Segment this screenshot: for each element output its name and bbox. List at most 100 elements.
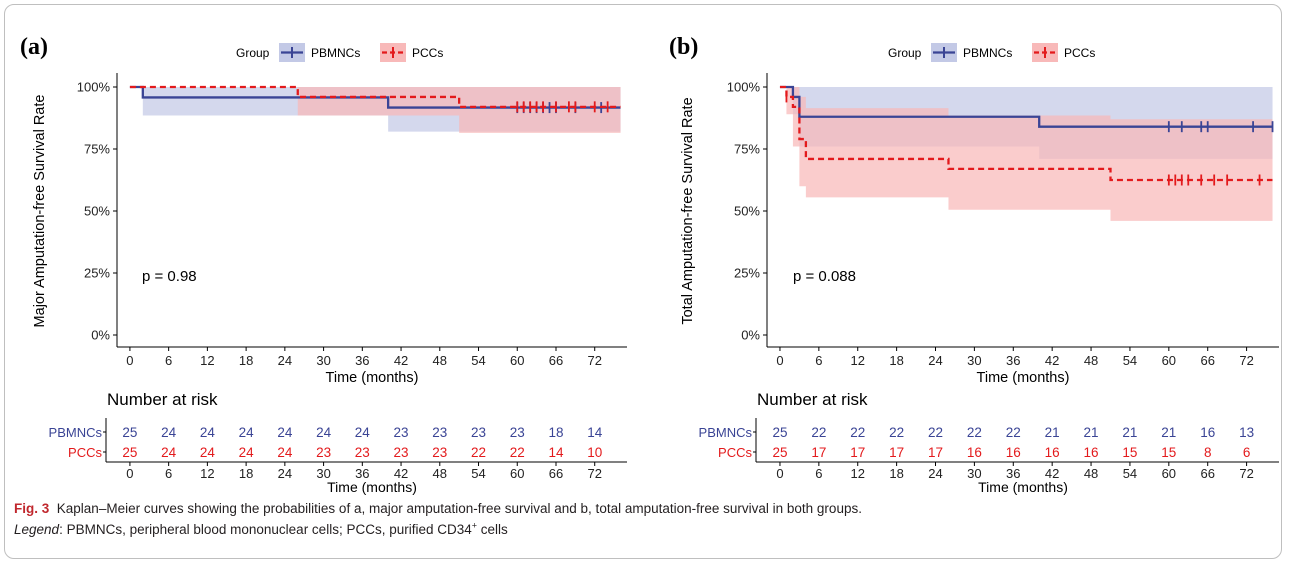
figure-caption: Fig. 3 Kaplan–Meier curves showing the p… xyxy=(14,498,1274,540)
risk-count-pccs: 17 xyxy=(811,445,826,460)
x-tick-label: 6 xyxy=(815,353,822,368)
x-tick-label: 12 xyxy=(850,353,864,368)
risk-x-tick-label: 24 xyxy=(928,466,942,481)
x-tick-label: 42 xyxy=(1045,353,1059,368)
risk-count-pbmncs: 24 xyxy=(316,425,332,440)
y-axis-label: Total Amputation-free Survival Rate xyxy=(680,97,696,324)
x-tick-label: 48 xyxy=(1084,353,1098,368)
risk-x-tick-label: 66 xyxy=(549,466,563,481)
ci-band-pccs xyxy=(779,87,1273,221)
caption-text: Kaplan–Meier curves showing the probabil… xyxy=(56,501,862,516)
risk-x-tick-label: 48 xyxy=(1084,466,1098,481)
x-tick-label: 30 xyxy=(316,353,330,368)
legend-title: Group xyxy=(236,46,270,60)
risk-x-tick-label: 36 xyxy=(1006,466,1020,481)
risk-x-axis-label: Time (months) xyxy=(978,479,1068,495)
risk-table-title: Number at risk xyxy=(107,390,218,409)
x-tick-label: 12 xyxy=(200,353,214,368)
risk-x-tick-label: 48 xyxy=(433,466,447,481)
risk-count-pccs: 16 xyxy=(1006,445,1021,460)
risk-count-pccs: 23 xyxy=(432,445,447,460)
survival-curve-pbmncs xyxy=(779,85,1273,128)
caption-legend-tail: cells xyxy=(477,522,508,537)
risk-row-label-pbmncs: PBMNCs xyxy=(49,425,103,440)
y-tick-label: 50% xyxy=(734,204,760,219)
risk-count-pccs: 15 xyxy=(1122,445,1137,460)
ci-band-pccs xyxy=(129,87,621,133)
legend-label-pbmncs: PBMNCs xyxy=(963,46,1012,60)
risk-count-pbmncs: 24 xyxy=(239,425,255,440)
risk-count-pccs: 24 xyxy=(200,445,216,460)
risk-count-pbmncs: 24 xyxy=(277,425,293,440)
risk-count-pbmncs: 24 xyxy=(161,425,177,440)
caption-legend-label: Legend xyxy=(14,522,60,537)
risk-x-tick-label: 72 xyxy=(1239,466,1253,481)
risk-count-pbmncs: 23 xyxy=(432,425,447,440)
y-tick-label: 100% xyxy=(727,80,761,95)
risk-count-pbmncs: 18 xyxy=(548,425,563,440)
x-tick-label: 60 xyxy=(1162,353,1176,368)
x-tick-label: 0 xyxy=(126,353,133,368)
risk-count-pccs: 6 xyxy=(1243,445,1251,460)
risk-x-tick-label: 0 xyxy=(126,466,133,481)
risk-count-pbmncs: 23 xyxy=(510,425,525,440)
chart-panel-b: (b) Group PBMNCs PCCs 0% 25% 50% 75% 100% 0 6 12 18 2… xyxy=(669,34,1279,495)
risk-x-tick-label: 18 xyxy=(239,466,253,481)
p-value: p = 0.98 xyxy=(142,268,197,285)
legend-key-pccs: PCCs xyxy=(1032,43,1095,62)
risk-count-pbmncs: 24 xyxy=(355,425,371,440)
risk-x-tick-label: 6 xyxy=(815,466,822,481)
legend-key-pbmncs: PBMNCs xyxy=(931,43,1012,62)
y-tick-label: 25% xyxy=(734,266,760,281)
x-tick-label: 72 xyxy=(1239,353,1253,368)
risk-count-pccs: 22 xyxy=(471,445,486,460)
risk-count-pccs: 24 xyxy=(161,445,177,460)
p-value: p = 0.088 xyxy=(793,268,856,285)
x-tick-label: 30 xyxy=(967,353,981,368)
x-tick-label: 0 xyxy=(776,353,783,368)
legend-title: Group xyxy=(888,46,922,60)
risk-count-pccs: 8 xyxy=(1204,445,1212,460)
risk-count-pbmncs: 21 xyxy=(1161,425,1176,440)
x-tick-label: 66 xyxy=(549,353,563,368)
risk-count-pbmncs: 25 xyxy=(122,425,137,440)
risk-count-pccs: 23 xyxy=(316,445,331,460)
risk-count-pbmncs: 16 xyxy=(1200,425,1215,440)
y-tick-label: 25% xyxy=(84,266,110,281)
risk-table-title: Number at risk xyxy=(757,390,868,409)
risk-count-pbmncs: 23 xyxy=(394,425,409,440)
y-tick-label: 75% xyxy=(84,142,110,157)
risk-count-pbmncs: 14 xyxy=(587,425,603,440)
y-axis-label: Major Amputation-free Survival Rate xyxy=(32,95,48,328)
x-tick-label: 36 xyxy=(355,353,369,368)
risk-x-tick-label: 24 xyxy=(278,466,292,481)
x-tick-label: 42 xyxy=(394,353,408,368)
risk-count-pccs: 23 xyxy=(355,445,370,460)
risk-count-pbmncs: 21 xyxy=(1122,425,1137,440)
survival-curve-pccs xyxy=(129,85,621,108)
x-tick-label: 54 xyxy=(471,353,485,368)
risk-count-pccs: 22 xyxy=(510,445,525,460)
risk-count-pccs: 24 xyxy=(239,445,255,460)
risk-count-pccs: 14 xyxy=(548,445,564,460)
x-tick-label: 48 xyxy=(433,353,447,368)
risk-count-pbmncs: 13 xyxy=(1239,425,1254,440)
y-tick-label: 0% xyxy=(741,328,760,343)
y-tick-label: 0% xyxy=(91,328,110,343)
survival-curve-pccs xyxy=(779,85,1273,182)
x-tick-label: 36 xyxy=(1006,353,1020,368)
risk-count-pccs: 16 xyxy=(1045,445,1060,460)
x-tick-label: 66 xyxy=(1200,353,1214,368)
risk-count-pbmncs: 22 xyxy=(889,425,904,440)
risk-row-label-pccs: PCCs xyxy=(718,445,752,460)
risk-count-pbmncs: 23 xyxy=(471,425,486,440)
y-tick-label: 75% xyxy=(734,142,760,157)
risk-x-tick-label: 30 xyxy=(967,466,981,481)
risk-row-label-pbmncs: PBMNCs xyxy=(699,425,753,440)
risk-count-pccs: 25 xyxy=(772,445,787,460)
caption-superscript: + xyxy=(471,520,478,531)
risk-count-pbmncs: 21 xyxy=(1045,425,1060,440)
risk-count-pbmncs: 22 xyxy=(811,425,826,440)
risk-x-tick-label: 60 xyxy=(1162,466,1176,481)
